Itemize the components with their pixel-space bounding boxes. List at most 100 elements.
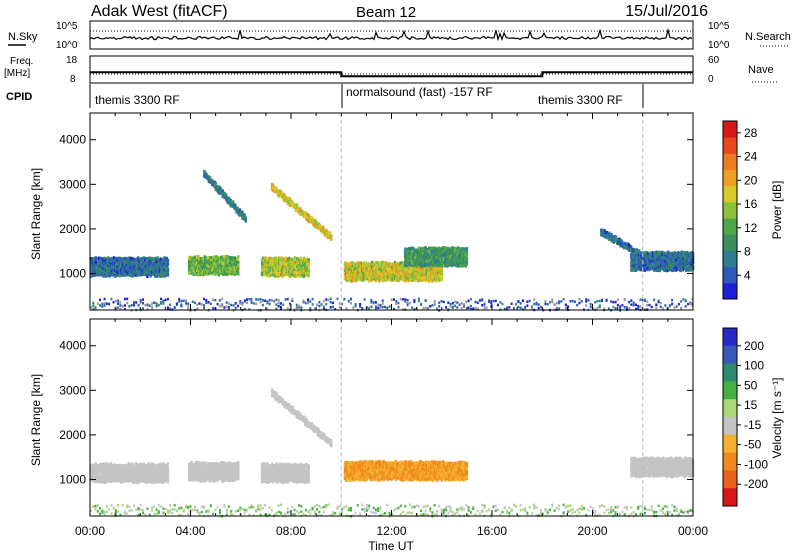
cell — [188, 469, 191, 473]
cell — [103, 480, 107, 484]
cell — [231, 200, 235, 204]
cell — [294, 270, 298, 274]
cell — [654, 254, 657, 259]
noise-cell — [684, 299, 687, 302]
noise-cell — [114, 306, 117, 309]
noise-cell — [625, 306, 628, 309]
cell — [658, 269, 662, 273]
cell — [642, 252, 645, 257]
cell — [371, 260, 374, 264]
noise-cell — [517, 305, 520, 309]
colorbar-block-10 — [723, 121, 737, 138]
noise-cell — [413, 308, 416, 311]
cell — [189, 475, 192, 479]
cell — [310, 219, 314, 223]
cell — [311, 217, 315, 221]
cell — [686, 258, 689, 262]
cell — [310, 216, 314, 220]
noise-cell — [469, 297, 472, 301]
noise-cell — [298, 304, 300, 308]
cell — [148, 480, 151, 484]
cell — [307, 273, 310, 278]
noise-cell — [359, 303, 362, 306]
noise-cell — [377, 303, 380, 306]
cell — [275, 186, 278, 191]
noise-cell — [598, 299, 601, 303]
noise-cell — [517, 300, 520, 303]
cell — [393, 260, 397, 265]
cell — [123, 268, 126, 272]
nave-label: Nave — [748, 64, 774, 76]
noise-cell — [476, 307, 479, 311]
noise-cell — [350, 302, 352, 305]
noise-cell — [252, 302, 255, 305]
noise-cell — [580, 300, 583, 303]
noise-cell — [180, 304, 183, 308]
noise-cell — [610, 300, 613, 303]
cell — [148, 272, 151, 276]
cell — [407, 279, 410, 283]
cell — [148, 262, 151, 266]
cell — [190, 460, 193, 465]
noise-cell — [639, 298, 642, 301]
noise-cell — [519, 302, 522, 305]
noise-cell — [454, 300, 457, 304]
cell — [215, 261, 218, 265]
noise-cell — [151, 302, 154, 305]
noise-cell — [386, 306, 389, 310]
noise-cell — [295, 307, 298, 311]
cell — [424, 246, 427, 250]
cell — [196, 463, 199, 467]
noise-cell — [103, 297, 106, 301]
noise-cell — [185, 299, 187, 302]
noise-cell — [562, 298, 565, 301]
cell — [103, 256, 107, 260]
cell — [191, 470, 194, 474]
noise-cell — [329, 297, 332, 300]
cell — [128, 264, 132, 268]
cell — [449, 248, 453, 252]
noise-cell — [438, 301, 441, 304]
noise-cell — [180, 299, 183, 303]
cell — [465, 249, 469, 253]
cpid-segment-2: normalsound (fast) -157 RF — [346, 85, 493, 99]
noise-cell — [119, 304, 122, 307]
cell — [96, 258, 100, 262]
cell — [130, 272, 133, 277]
noise-cell — [99, 298, 101, 302]
noise-cell — [680, 306, 683, 310]
noise-cell — [126, 297, 129, 301]
velocity-data — [90, 388, 695, 518]
noise-cell — [248, 297, 251, 301]
cell — [147, 264, 150, 268]
cell — [156, 271, 159, 275]
cell — [365, 271, 368, 275]
cell — [269, 270, 273, 274]
noise-cell — [241, 301, 244, 305]
noise-cell — [139, 301, 142, 304]
noise-cell — [632, 301, 635, 305]
noise-tick-low-right: 10^0 — [708, 40, 730, 51]
station-title: Adak West (fitACF) — [91, 3, 228, 20]
cell — [344, 261, 348, 265]
cell — [377, 263, 381, 268]
noise-cell — [555, 302, 558, 305]
cell — [165, 256, 168, 260]
colorbar-tick-20: 20 — [744, 173, 758, 187]
noise-cell — [370, 298, 373, 302]
cell — [264, 256, 267, 260]
cell — [199, 259, 202, 263]
cell — [465, 262, 469, 266]
cell — [418, 250, 422, 254]
noise-cell — [151, 305, 154, 308]
cell — [440, 266, 443, 270]
noise-cell — [318, 301, 321, 304]
noise-cell — [485, 306, 488, 309]
cell — [346, 278, 349, 283]
noise-cell — [404, 300, 407, 303]
cell — [163, 472, 166, 476]
cell — [282, 260, 285, 264]
noise-cell — [148, 304, 151, 307]
cell — [150, 270, 154, 274]
